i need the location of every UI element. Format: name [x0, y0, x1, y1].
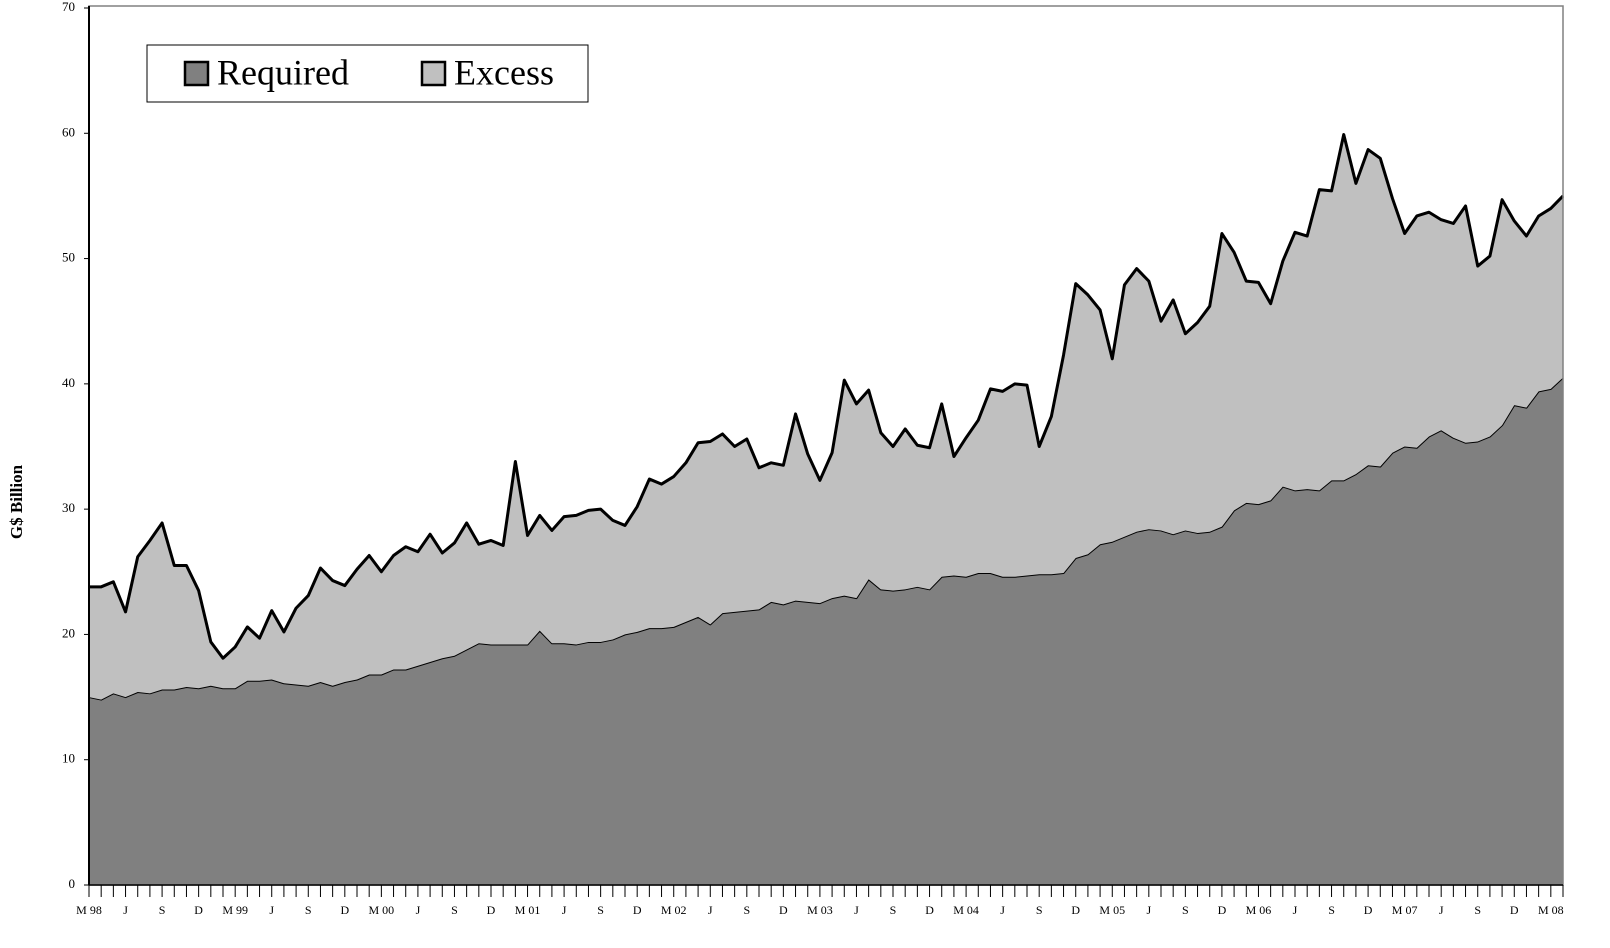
y-tick-label: 20 — [62, 625, 75, 640]
y-tick-label: 40 — [62, 375, 75, 390]
x-tick-label: M 02 — [661, 903, 687, 917]
legend-swatch — [183, 60, 210, 87]
legend-label: Required — [217, 52, 349, 92]
x-tick-label: S — [1036, 903, 1043, 917]
x-tick-label: M 05 — [1099, 903, 1125, 917]
x-tick-label: D — [1218, 903, 1227, 917]
x-tick-label: D — [779, 903, 788, 917]
x-tick-label: D — [925, 903, 934, 917]
x-tick-label: S — [159, 903, 166, 917]
x-tick-label: D — [1071, 903, 1080, 917]
x-tick-label: D — [1364, 903, 1373, 917]
x-tick-label: S — [305, 903, 312, 917]
y-tick-label: 50 — [62, 250, 75, 265]
x-tick-label: S — [1474, 903, 1481, 917]
area — [89, 377, 1563, 885]
x-tick-label: M 07 — [1392, 903, 1418, 917]
x-tick-label: M 01 — [515, 903, 541, 917]
x-tick-label: D — [633, 903, 642, 917]
x-tick-label: M 06 — [1246, 903, 1272, 917]
series-line — [89, 133, 1565, 660]
x-tick-label: M 03 — [807, 903, 833, 917]
x-tick-label: J — [1000, 903, 1005, 917]
x-tick-label: M 08 — [1538, 903, 1564, 917]
x-tick-label: M 98 — [76, 903, 102, 917]
y-tick-label: 10 — [62, 751, 75, 766]
legend-swatch — [420, 60, 447, 87]
y-tick-label: 70 — [62, 0, 75, 14]
x-tick-label: M 00 — [369, 903, 395, 917]
x-tick-label: S — [597, 903, 604, 917]
x-tick-label: J — [269, 903, 274, 917]
legend-label: Excess — [454, 52, 554, 92]
y-axis-label: G$ Billion — [7, 464, 26, 539]
y-tick-label: 60 — [62, 124, 75, 139]
x-tick-label: D — [194, 903, 203, 917]
x-tick-label: D — [487, 903, 496, 917]
series-line — [88, 376, 1564, 701]
legend-box — [146, 44, 589, 103]
y-tick-label: 0 — [69, 876, 76, 891]
x-tick-label: J — [708, 903, 713, 917]
area — [89, 134, 1563, 700]
x-tick-label: J — [1146, 903, 1151, 917]
x-tick-label: M 99 — [222, 903, 248, 917]
x-tick-label: D — [1510, 903, 1519, 917]
x-tick-label: J — [854, 903, 859, 917]
y-tick-label: 30 — [62, 500, 75, 515]
x-tick-label: J — [416, 903, 421, 917]
x-tick-label: S — [451, 903, 458, 917]
x-tick-label: D — [340, 903, 349, 917]
x-tick-label: S — [1328, 903, 1335, 917]
x-tick-label: J — [1293, 903, 1298, 917]
x-tick-label: S — [890, 903, 897, 917]
x-tick-label: S — [1182, 903, 1189, 917]
x-tick-label: J — [123, 903, 128, 917]
x-tick-label: M 04 — [953, 903, 979, 917]
x-tick-label: J — [562, 903, 567, 917]
x-tick-label: S — [743, 903, 750, 917]
x-tick-label: J — [1439, 903, 1444, 917]
